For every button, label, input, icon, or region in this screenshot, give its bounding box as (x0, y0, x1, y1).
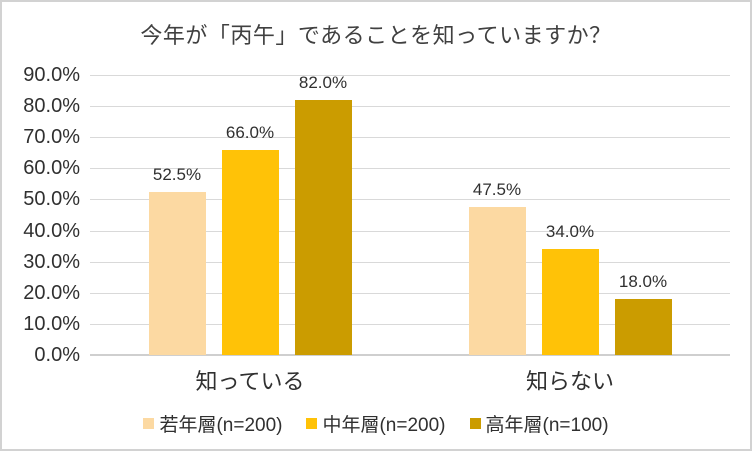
legend: 若年層(n=200) 中年層(n=200) 高年層(n=100) (2, 410, 750, 437)
gridline (90, 199, 730, 201)
category-label: 知っている (195, 369, 305, 394)
legend-item: 若年層(n=200) (143, 410, 282, 437)
gridline (90, 292, 730, 294)
y-tick-label: 90.0% (23, 64, 80, 86)
y-tick-label: 50.0% (23, 188, 80, 211)
bar-中年層(n=200)-知っている: 66.0% (221, 123, 279, 355)
legend-label: 中年層(n=200) (322, 415, 446, 436)
legend-label: 若年層(n=200) (159, 415, 283, 436)
gridline (90, 168, 730, 170)
y-tick-label: 40.0% (23, 219, 80, 242)
y-tick-label: 60.0% (23, 157, 80, 180)
bar-若年層(n=200)-知らない: 47.5% (468, 180, 526, 355)
bar-高年層(n=100)-知らない: 18.0% (614, 272, 672, 355)
legend-label: 高年層(n=100) (485, 415, 609, 436)
x-axis-line (90, 354, 730, 356)
y-tick-label: 70.0% (23, 126, 80, 149)
y-tick-label: 20.0% (23, 281, 80, 304)
gridline (90, 323, 730, 325)
x-axis-category-labels: 知っている 知らない (90, 364, 730, 396)
gridline (90, 106, 730, 108)
category-label: 知らない (525, 369, 614, 394)
legend-item: 中年層(n=200) (306, 410, 446, 437)
gridline (90, 230, 730, 232)
data-label: 34.0% (545, 222, 595, 242)
bar-若年層(n=200)-知っている: 52.5% (148, 165, 206, 355)
data-label: 52.5% (152, 164, 202, 184)
legend-swatch (306, 418, 318, 429)
gridline (90, 137, 730, 139)
bar-高年層(n=100)-知っている: 82.0% (294, 73, 352, 355)
gridline (90, 75, 730, 76)
data-label: 66.0% (225, 122, 275, 142)
y-tick-label: 10.0% (23, 312, 80, 335)
y-tick-label: 0.0% (34, 344, 80, 366)
bar-group-2: 47.5% 34.0% 18.0% (410, 180, 730, 355)
data-label: 18.0% (618, 272, 668, 291)
legend-swatch (143, 418, 155, 429)
legend-item: 高年層(n=100) (469, 410, 609, 437)
legend-swatch (469, 418, 481, 429)
gridline (90, 261, 730, 263)
y-tick-label: 80.0% (23, 95, 80, 118)
y-tick-label: 30.0% (23, 250, 80, 273)
bar-group-1: 52.5% 66.0% 82.0% (90, 73, 410, 355)
bar-中年層(n=200)-知らない: 34.0% (541, 222, 599, 355)
data-label: 82.0% (298, 72, 348, 92)
data-label: 47.5% (472, 180, 522, 200)
chart-title: 今年が「丙午」であることを知っていますか？ (140, 23, 612, 48)
plot-area: 52.5% 66.0% 82.0% 47.5% 34.0% 18.0% (90, 73, 730, 356)
